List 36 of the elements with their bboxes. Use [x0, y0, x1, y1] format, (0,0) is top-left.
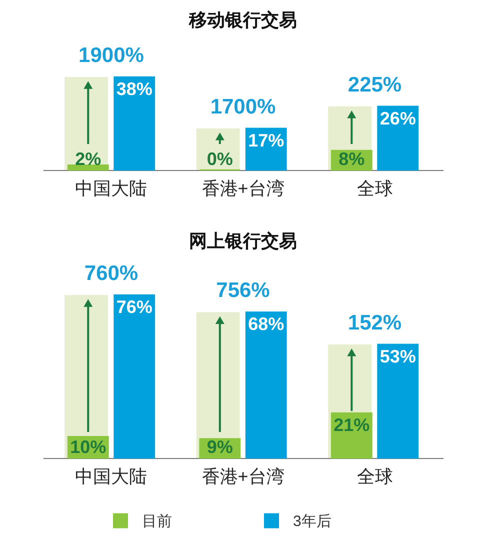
- data-label: 53%: [380, 346, 416, 366]
- data-label: 9%: [206, 437, 233, 457]
- x-tick-label: 中国大陆: [75, 466, 148, 486]
- data-label: 8%: [338, 149, 365, 169]
- bar: [114, 76, 156, 171]
- chart-title: 移动银行交易: [188, 10, 297, 30]
- x-tick-label: 全球: [356, 178, 393, 198]
- annotation: 760%: [84, 262, 138, 285]
- bar: [64, 77, 108, 170]
- legend-label: 3年后: [293, 512, 332, 530]
- annotation: 1900%: [78, 44, 144, 67]
- annotation: 225%: [348, 73, 402, 96]
- x-tick-label: 全球: [356, 466, 393, 486]
- data-label: 68%: [248, 314, 284, 334]
- bar: [67, 164, 109, 171]
- data-label: 76%: [116, 297, 152, 317]
- chart-title: 网上银行交易: [189, 231, 297, 251]
- legend-label: 目前: [142, 512, 172, 530]
- data-label: 17%: [248, 130, 284, 150]
- bar: [245, 312, 287, 459]
- x-tick-label: 香港+台湾: [202, 178, 284, 198]
- x-tick-label: 香港+台湾: [202, 466, 284, 486]
- data-label: 26%: [380, 108, 416, 128]
- annotation: 756%: [216, 279, 270, 302]
- bar: [377, 106, 419, 171]
- bar: [114, 294, 156, 459]
- annotation: 152%: [348, 311, 402, 334]
- bar: [377, 344, 419, 459]
- data-label: 0%: [206, 149, 233, 169]
- data-label: 2%: [75, 149, 102, 169]
- bar: [196, 128, 240, 170]
- data-label: 21%: [334, 414, 370, 435]
- x-tick-label: 中国大陆: [75, 178, 148, 198]
- data-label: 10%: [70, 437, 106, 457]
- data-label: 38%: [116, 79, 152, 99]
- annotation: 1700%: [210, 95, 276, 118]
